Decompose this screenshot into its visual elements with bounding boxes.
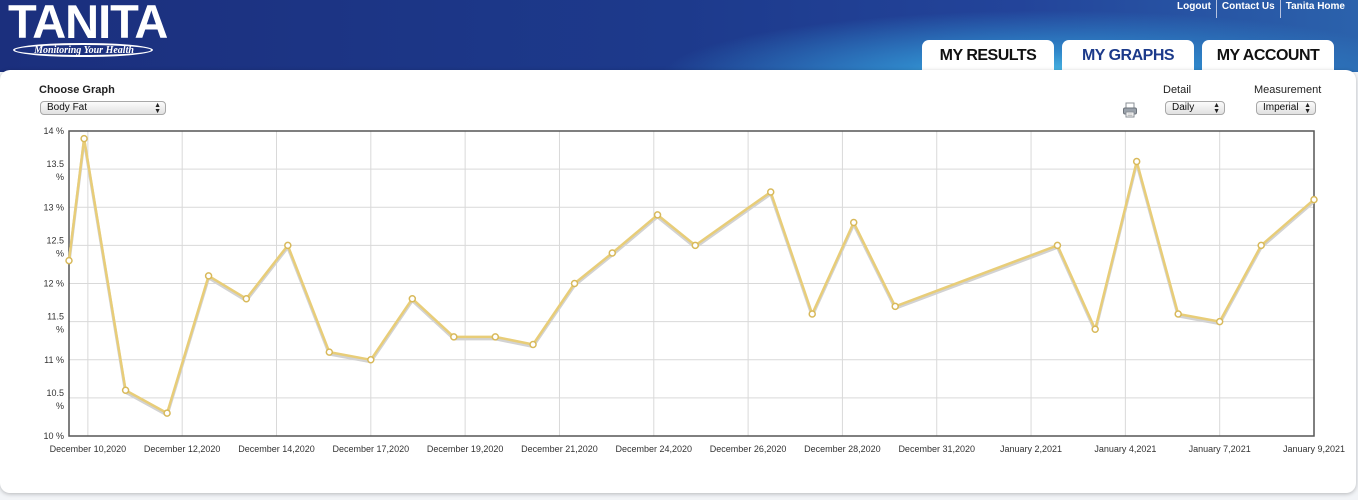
data-point[interactable] [653,211,662,219]
x-tick-label: January 4,2021 [1094,444,1156,454]
data-point[interactable] [529,340,537,349]
y-tick-label: 10.5% [46,388,64,411]
x-tick-label: December 31,2020 [898,444,975,454]
tanita-logo[interactable]: TANITA Monitoring Your Health [8,0,168,62]
graph-type-value: Body Fat [47,102,88,113]
x-tick-label: December 19,2020 [427,444,504,454]
tab-my-account[interactable]: MY ACCOUNT [1202,40,1334,72]
data-point[interactable] [80,134,88,143]
logo-text: TANITA [8,0,168,48]
data-point[interactable] [691,241,700,250]
logo-tagline: Monitoring Your Health [34,45,134,56]
plot-frame [68,130,1315,437]
data-point[interactable] [766,188,775,196]
y-tick-label: 12 % [43,279,64,289]
data-point[interactable] [1257,241,1265,250]
data-point[interactable] [1215,317,1224,326]
data-point[interactable] [242,295,251,303]
data-point[interactable] [570,279,579,288]
y-tick-label: 14 % [43,126,64,136]
y-tick-label: 11.5% [47,312,64,335]
data-point[interactable] [608,249,617,257]
x-tick-label: December 17,2020 [333,444,410,454]
data-point[interactable] [1310,195,1318,204]
x-tick-label: December 24,2020 [615,444,692,454]
chart-grid [68,130,1315,437]
data-point[interactable] [121,386,130,394]
x-tick-label: December 21,2020 [521,444,598,454]
body-fat-line [67,137,1315,415]
detail-select[interactable]: Daily ▲ ▼ [1165,101,1225,115]
data-point[interactable] [284,241,292,250]
data-point[interactable] [325,348,334,356]
data-point[interactable] [1132,157,1141,166]
x-tick-label: December 28,2020 [804,444,881,454]
data-point[interactable] [450,333,458,341]
select-arrows-icon: ▲ ▼ [1213,102,1220,115]
x-tick-label: January 9,2021 [1283,444,1345,454]
y-tick-label: 13 % [43,202,64,212]
x-tick-label: December 12,2020 [144,444,221,454]
choose-graph-label: Choose Graph [39,84,115,96]
y-tick-label: 11 % [44,355,64,365]
data-point[interactable] [1053,241,1062,250]
data-point[interactable] [891,302,899,311]
measurement-select[interactable]: Imperial ▲ ▼ [1256,101,1316,115]
detail-label: Detail [1163,84,1192,96]
chart-series [65,134,1318,417]
data-point[interactable] [808,310,816,318]
data-point[interactable] [65,256,73,265]
y-tick-label: 13.5% [46,159,64,182]
data-point[interactable] [1091,325,1099,333]
x-tick-label: December 14,2020 [238,444,315,454]
data-point[interactable] [491,333,500,341]
data-point[interactable] [408,295,417,303]
measurement-label: Measurement [1254,84,1322,96]
contact-us-link[interactable]: Contact Us [1215,0,1280,18]
tanita-home-link[interactable]: Tanita Home [1279,0,1350,18]
tab-my-graphs[interactable]: MY GRAPHS [1062,40,1194,72]
logout-link[interactable]: Logout [1177,1,1211,12]
chart-labels: 14 % 13.5 % 13 % 12.5 % 12 % 11.5 % 11 % 10.5 % 10 %… [43,126,1345,454]
printer-icon[interactable] [1123,102,1137,118]
data-point[interactable] [163,409,171,417]
y-tick-label: 12.5% [46,235,64,258]
y-tick-label: 10 % [43,431,64,441]
x-tick-label: December 10,2020 [50,444,127,454]
x-tick-label: December 26,2020 [710,444,787,454]
data-point[interactable] [204,272,213,280]
x-tick-label: January 2,2021 [1000,444,1062,454]
top-links: Logout Contact Us Tanita Home [1172,0,1350,18]
logo-ellipse [13,43,153,57]
data-point[interactable] [849,218,858,227]
header-bar: TANITA Monitoring Your Health Logout Con… [0,0,1358,72]
select-arrows-icon: ▲ ▼ [1304,102,1311,115]
detail-value: Daily [1172,102,1195,113]
measurement-value: Imperial [1263,102,1299,113]
x-tick-label: January 7,2021 [1189,444,1251,454]
data-point[interactable] [1174,310,1182,318]
data-point[interactable] [367,356,375,364]
tab-my-results[interactable]: MY RESULTS [922,40,1054,72]
select-arrows-icon: ▲ ▼ [154,102,161,115]
graph-type-select[interactable]: Body Fat ▲ ▼ [40,101,166,115]
